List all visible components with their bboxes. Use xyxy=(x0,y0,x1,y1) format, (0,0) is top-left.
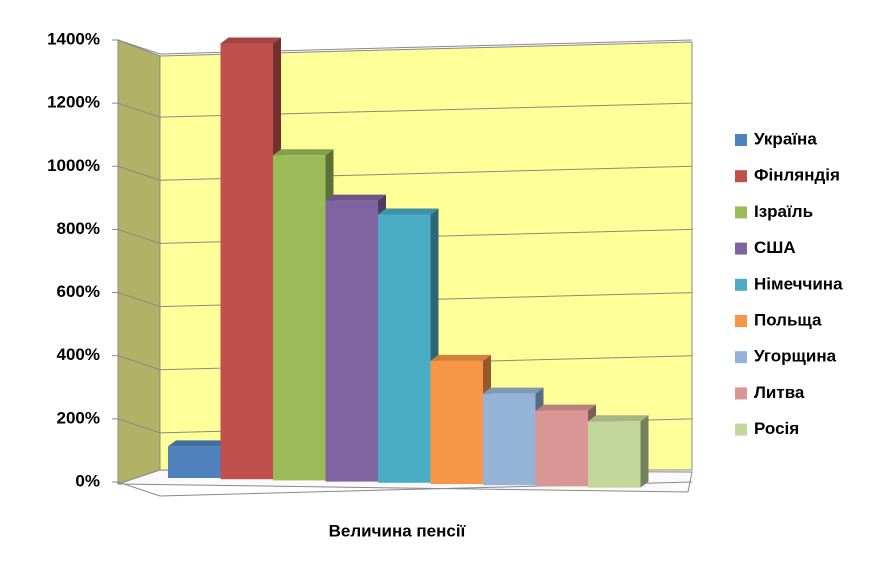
legend-swatch xyxy=(735,315,747,327)
bar-top xyxy=(483,387,544,394)
legend-label: Угорщина xyxy=(754,347,837,366)
side-wall xyxy=(117,39,161,485)
bar xyxy=(273,155,326,481)
y-tick-label: 1400% xyxy=(47,29,100,48)
legend-label: Німеччина xyxy=(754,274,843,293)
legend-label: Фінляндія xyxy=(754,166,840,185)
bar xyxy=(168,446,221,478)
bar xyxy=(430,360,483,484)
grid-line xyxy=(117,39,161,55)
y-tick-label: 0% xyxy=(75,471,100,490)
bar-top xyxy=(378,208,439,215)
y-tick-label: 1200% xyxy=(47,93,100,112)
bar-top xyxy=(588,415,649,422)
grid-line xyxy=(117,165,161,181)
grid-line xyxy=(117,355,161,371)
y-tick-label: 600% xyxy=(57,282,100,301)
bar-side xyxy=(640,415,649,488)
y-tick-label: 200% xyxy=(57,408,100,427)
legend-swatch xyxy=(735,423,747,436)
grid-line xyxy=(117,292,161,308)
y-tick-label: 1000% xyxy=(47,156,100,175)
bar xyxy=(535,410,588,487)
bar-top xyxy=(430,354,491,361)
legend-label: Польща xyxy=(754,310,822,329)
bar xyxy=(483,393,536,486)
legend-label: США xyxy=(754,238,796,257)
bar-top xyxy=(220,37,281,44)
y-tick-label: 800% xyxy=(57,219,100,238)
grid-line xyxy=(117,418,161,434)
bar xyxy=(378,214,431,483)
legend-swatch xyxy=(735,134,747,146)
grid-line xyxy=(117,102,161,118)
bar-top xyxy=(325,194,386,201)
legend-label: Україна xyxy=(754,129,817,148)
x-tick-label: Величина пенсії xyxy=(329,521,467,540)
legend-swatch xyxy=(735,351,747,364)
y-tick-label: 400% xyxy=(57,345,100,364)
legend-label: Ізраїль xyxy=(754,202,813,221)
legend-swatch xyxy=(735,170,747,183)
bar xyxy=(220,43,273,480)
legend-swatch xyxy=(735,242,747,255)
bar xyxy=(325,200,378,482)
legend-label: Росія xyxy=(754,419,799,438)
bar-top xyxy=(535,404,596,411)
bar-top xyxy=(168,440,229,447)
legend-swatch xyxy=(735,387,747,400)
bar-top xyxy=(273,149,334,156)
legend-label: Литва xyxy=(754,383,805,402)
bar xyxy=(588,421,641,488)
grid-line xyxy=(117,228,161,244)
grid-line xyxy=(117,481,161,497)
legend-swatch xyxy=(735,278,747,291)
legend-swatch xyxy=(735,206,747,219)
